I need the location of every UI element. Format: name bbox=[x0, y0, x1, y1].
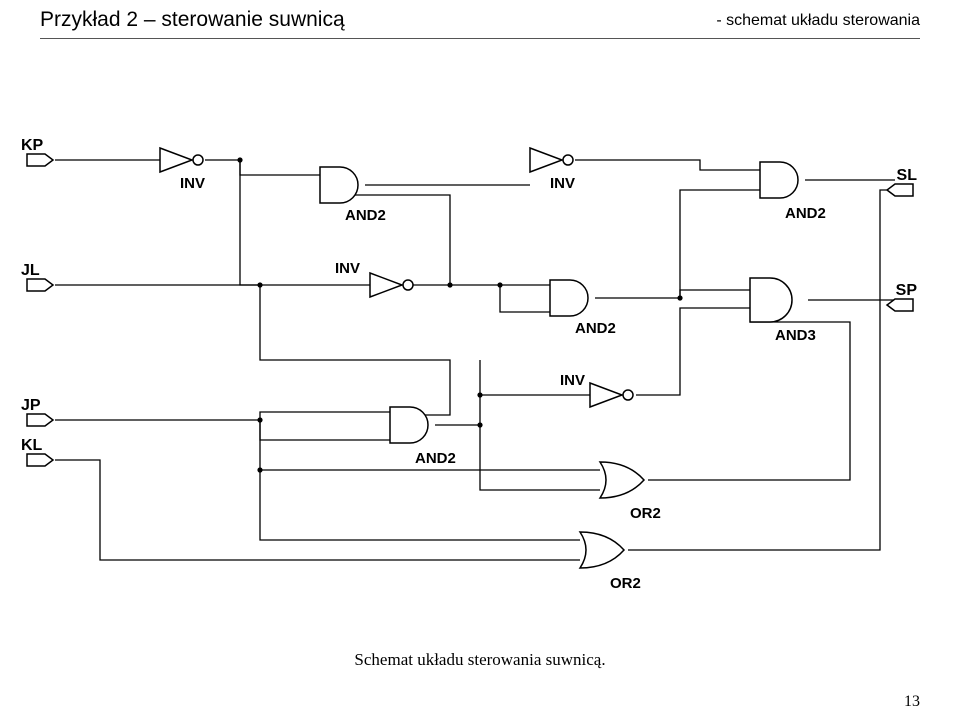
wire bbox=[500, 285, 550, 312]
wire bbox=[575, 160, 760, 170]
gate-label: INV bbox=[180, 175, 205, 192]
input-pin bbox=[27, 414, 53, 426]
wire bbox=[240, 160, 260, 285]
pin-label: SP bbox=[896, 282, 918, 299]
and-gate bbox=[760, 162, 798, 198]
wire bbox=[205, 160, 320, 175]
wire bbox=[260, 285, 450, 415]
wire bbox=[260, 470, 580, 540]
figure-caption: Schemat układu sterowania suwnicą. bbox=[0, 650, 960, 670]
wire bbox=[680, 190, 760, 298]
gate-label: OR2 bbox=[610, 575, 641, 592]
pin-label: KL bbox=[21, 437, 43, 454]
inv-bubble bbox=[563, 155, 573, 165]
gate-label: AND2 bbox=[785, 205, 826, 222]
and-gate bbox=[320, 167, 358, 203]
page-number: 13 bbox=[904, 693, 920, 711]
inv-gate bbox=[530, 148, 562, 172]
wire bbox=[55, 412, 390, 440]
junction-dot bbox=[497, 282, 502, 287]
junction-dot bbox=[477, 392, 482, 397]
input-pin bbox=[27, 279, 53, 291]
or-gate bbox=[600, 462, 644, 498]
gate-label: INV bbox=[550, 175, 575, 192]
page-subtitle: - schemat układu sterowania bbox=[716, 12, 920, 30]
inv-bubble bbox=[623, 390, 633, 400]
junction-dot bbox=[257, 282, 262, 287]
wire bbox=[636, 308, 750, 395]
or-gate bbox=[580, 532, 624, 568]
wire bbox=[480, 425, 600, 490]
gate-label: AND3 bbox=[775, 327, 816, 344]
junction-dot bbox=[237, 157, 242, 162]
inv-gate bbox=[370, 273, 402, 297]
pin-label: JP bbox=[21, 397, 41, 414]
pin-label: JL bbox=[21, 262, 40, 279]
pin-label: KP bbox=[21, 137, 44, 154]
wire bbox=[435, 395, 590, 425]
wire bbox=[628, 190, 895, 550]
inv-bubble bbox=[193, 155, 203, 165]
inv-bubble bbox=[403, 280, 413, 290]
input-pin bbox=[27, 454, 53, 466]
gate-label: AND2 bbox=[575, 320, 616, 337]
wire bbox=[648, 322, 850, 480]
junction-dot bbox=[677, 295, 682, 300]
output-pin bbox=[887, 184, 913, 196]
and-gate bbox=[550, 280, 588, 316]
junction-dot bbox=[257, 417, 262, 422]
output-pin bbox=[887, 299, 913, 311]
gate-label: INV bbox=[335, 260, 360, 277]
page-title: Przykład 2 – sterowanie suwnicą bbox=[40, 8, 345, 31]
logic-diagram: KP JL JP KL SL SP INV AND2 INV AND2 INV AND2 AND3 AND… bbox=[0, 60, 960, 620]
and-gate bbox=[750, 278, 792, 322]
wire bbox=[595, 290, 750, 298]
gate-label: INV bbox=[560, 372, 585, 389]
inv-gate bbox=[590, 383, 622, 407]
wire bbox=[55, 460, 580, 560]
junction-dot bbox=[257, 467, 262, 472]
input-pin bbox=[27, 154, 53, 166]
pin-label: SL bbox=[897, 167, 918, 184]
gate-label: AND2 bbox=[415, 450, 456, 467]
inv-gate bbox=[160, 148, 192, 172]
junction-dot bbox=[447, 282, 452, 287]
gate-label: OR2 bbox=[630, 505, 661, 522]
gate-label: AND2 bbox=[345, 207, 386, 224]
and-gate bbox=[390, 407, 428, 443]
junction-dot bbox=[477, 422, 482, 427]
